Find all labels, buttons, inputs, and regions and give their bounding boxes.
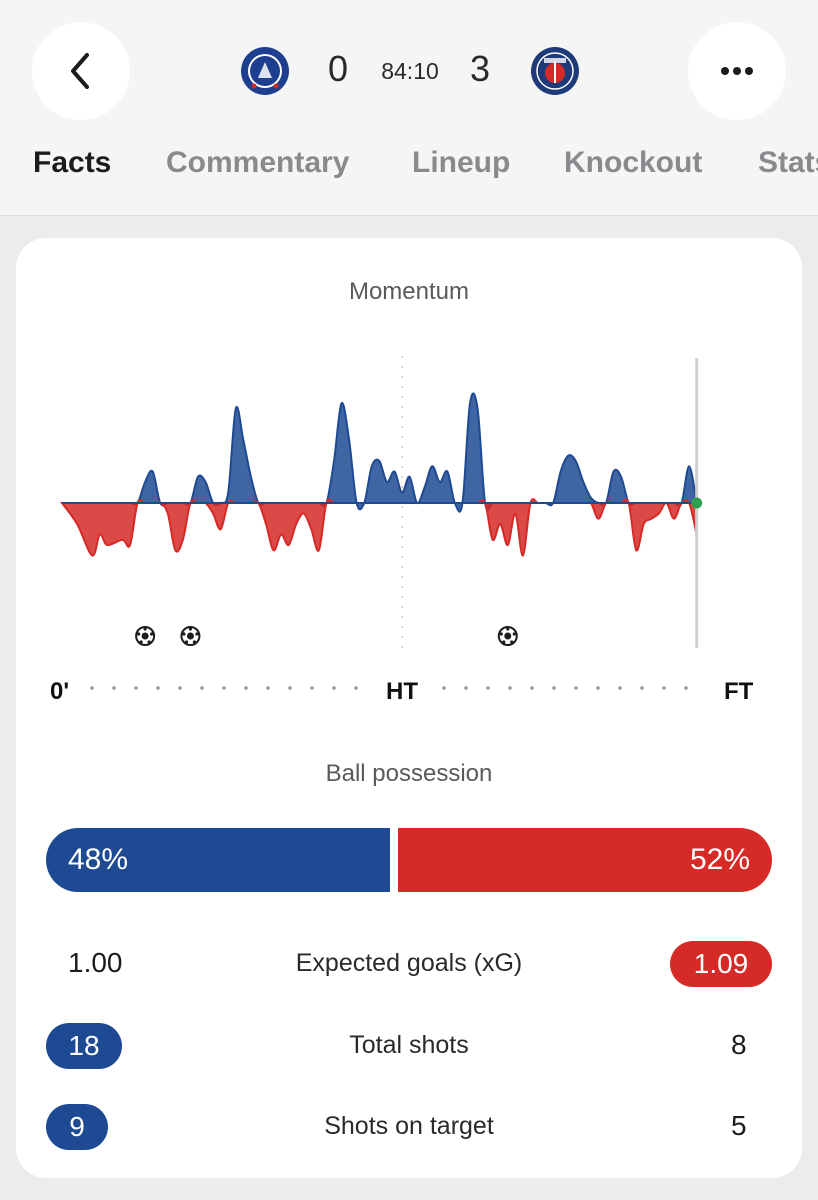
ellipsis-icon: [721, 67, 753, 75]
momentum-chart: [60, 356, 703, 650]
timeline-dot: [112, 686, 116, 690]
xg-label: Expected goals (xG): [295, 949, 523, 977]
match-clock: 84:10: [381, 58, 439, 84]
axis-halftime-label: HT: [386, 678, 418, 705]
timeline-dot: [244, 686, 248, 690]
timeline-dot: [508, 686, 512, 690]
shots-on-target-home-value: 9: [46, 1104, 108, 1150]
possession-bar-away: 52%: [398, 828, 772, 892]
away-team-crest: [531, 47, 579, 95]
match-facts-card: Momentum 0' HT FT Ball possession 48% 52…: [16, 238, 802, 1178]
shots-on-target-away-value: 5: [731, 1110, 747, 1141]
live-indicator: [691, 497, 703, 509]
momentum-area-home: [61, 392, 698, 513]
tab-facts[interactable]: Facts: [33, 146, 112, 179]
timeline-dot: [684, 686, 688, 690]
timeline-dot: [178, 686, 182, 690]
timeline-dot: [486, 686, 490, 690]
tab-knockout[interactable]: Knockout: [564, 146, 703, 179]
possession-title: Ball possession: [325, 760, 493, 787]
shots-on-target-label: Shots on target: [324, 1112, 494, 1140]
timeline-dot: [596, 686, 600, 690]
timeline-dot: [310, 686, 314, 690]
xg-away-value: 1.09: [670, 941, 772, 987]
momentum-area-away: [60, 498, 698, 557]
more-options-button[interactable]: [688, 22, 786, 120]
axis-start-label: 0': [50, 678, 70, 705]
possession-home-value: 48%: [68, 843, 129, 876]
axis-fulltime-label: FT: [724, 678, 754, 705]
possession-away-value: 52%: [689, 843, 750, 876]
stat-row-xg: 1.00 Expected goals (xG) 1.09: [16, 941, 802, 987]
tab-commentary[interactable]: Commentary: [166, 146, 350, 179]
xg-home-value: 1.00: [68, 947, 123, 978]
timeline-dot: [266, 686, 270, 690]
back-button[interactable]: [32, 22, 130, 120]
stat-row-shots-on-target: 9 Shots on target 5: [16, 1104, 802, 1150]
match-header: 0 84:10 3 Facts Commentary Lineup Knocko…: [0, 0, 818, 216]
home-team-crest: [241, 47, 289, 95]
total-shots-home-value: 18: [46, 1023, 122, 1069]
timeline-dot: [200, 686, 204, 690]
possession-bar-home: 48%: [46, 828, 390, 892]
chevron-left-icon: [71, 53, 89, 89]
total-shots-away-value: 8: [731, 1029, 747, 1060]
timeline-dot: [530, 686, 534, 690]
tab-stats[interactable]: Stats: [758, 146, 818, 179]
timeline-dot: [354, 686, 358, 690]
timeline-dot: [222, 686, 226, 690]
goal-ball-icon: [135, 626, 156, 646]
timeline-dot: [552, 686, 556, 690]
goal-ball-icon: [497, 626, 518, 646]
home-score: 0: [327, 48, 349, 89]
stat-row-total-shots: 18 Total shots 8: [16, 1023, 802, 1069]
timeline-dot: [332, 686, 336, 690]
tab-bar: Facts Commentary Lineup Knockout Stats: [0, 146, 818, 186]
momentum-title: Momentum: [348, 278, 470, 305]
timeline-dot: [662, 686, 666, 690]
goal-ball-icon: [180, 626, 201, 646]
timeline-dot: [464, 686, 468, 690]
away-score: 3: [469, 48, 491, 89]
timeline-dot: [574, 686, 578, 690]
timeline-dot: [640, 686, 644, 690]
timeline-dots: [90, 686, 688, 690]
tab-lineup[interactable]: Lineup: [412, 146, 511, 179]
timeline-dot: [618, 686, 622, 690]
timeline-dot: [134, 686, 138, 690]
timeline-dot: [288, 686, 292, 690]
timeline-dot: [442, 686, 446, 690]
timeline-dot: [90, 686, 94, 690]
total-shots-label: Total shots: [349, 1031, 469, 1059]
timeline-dot: [156, 686, 160, 690]
